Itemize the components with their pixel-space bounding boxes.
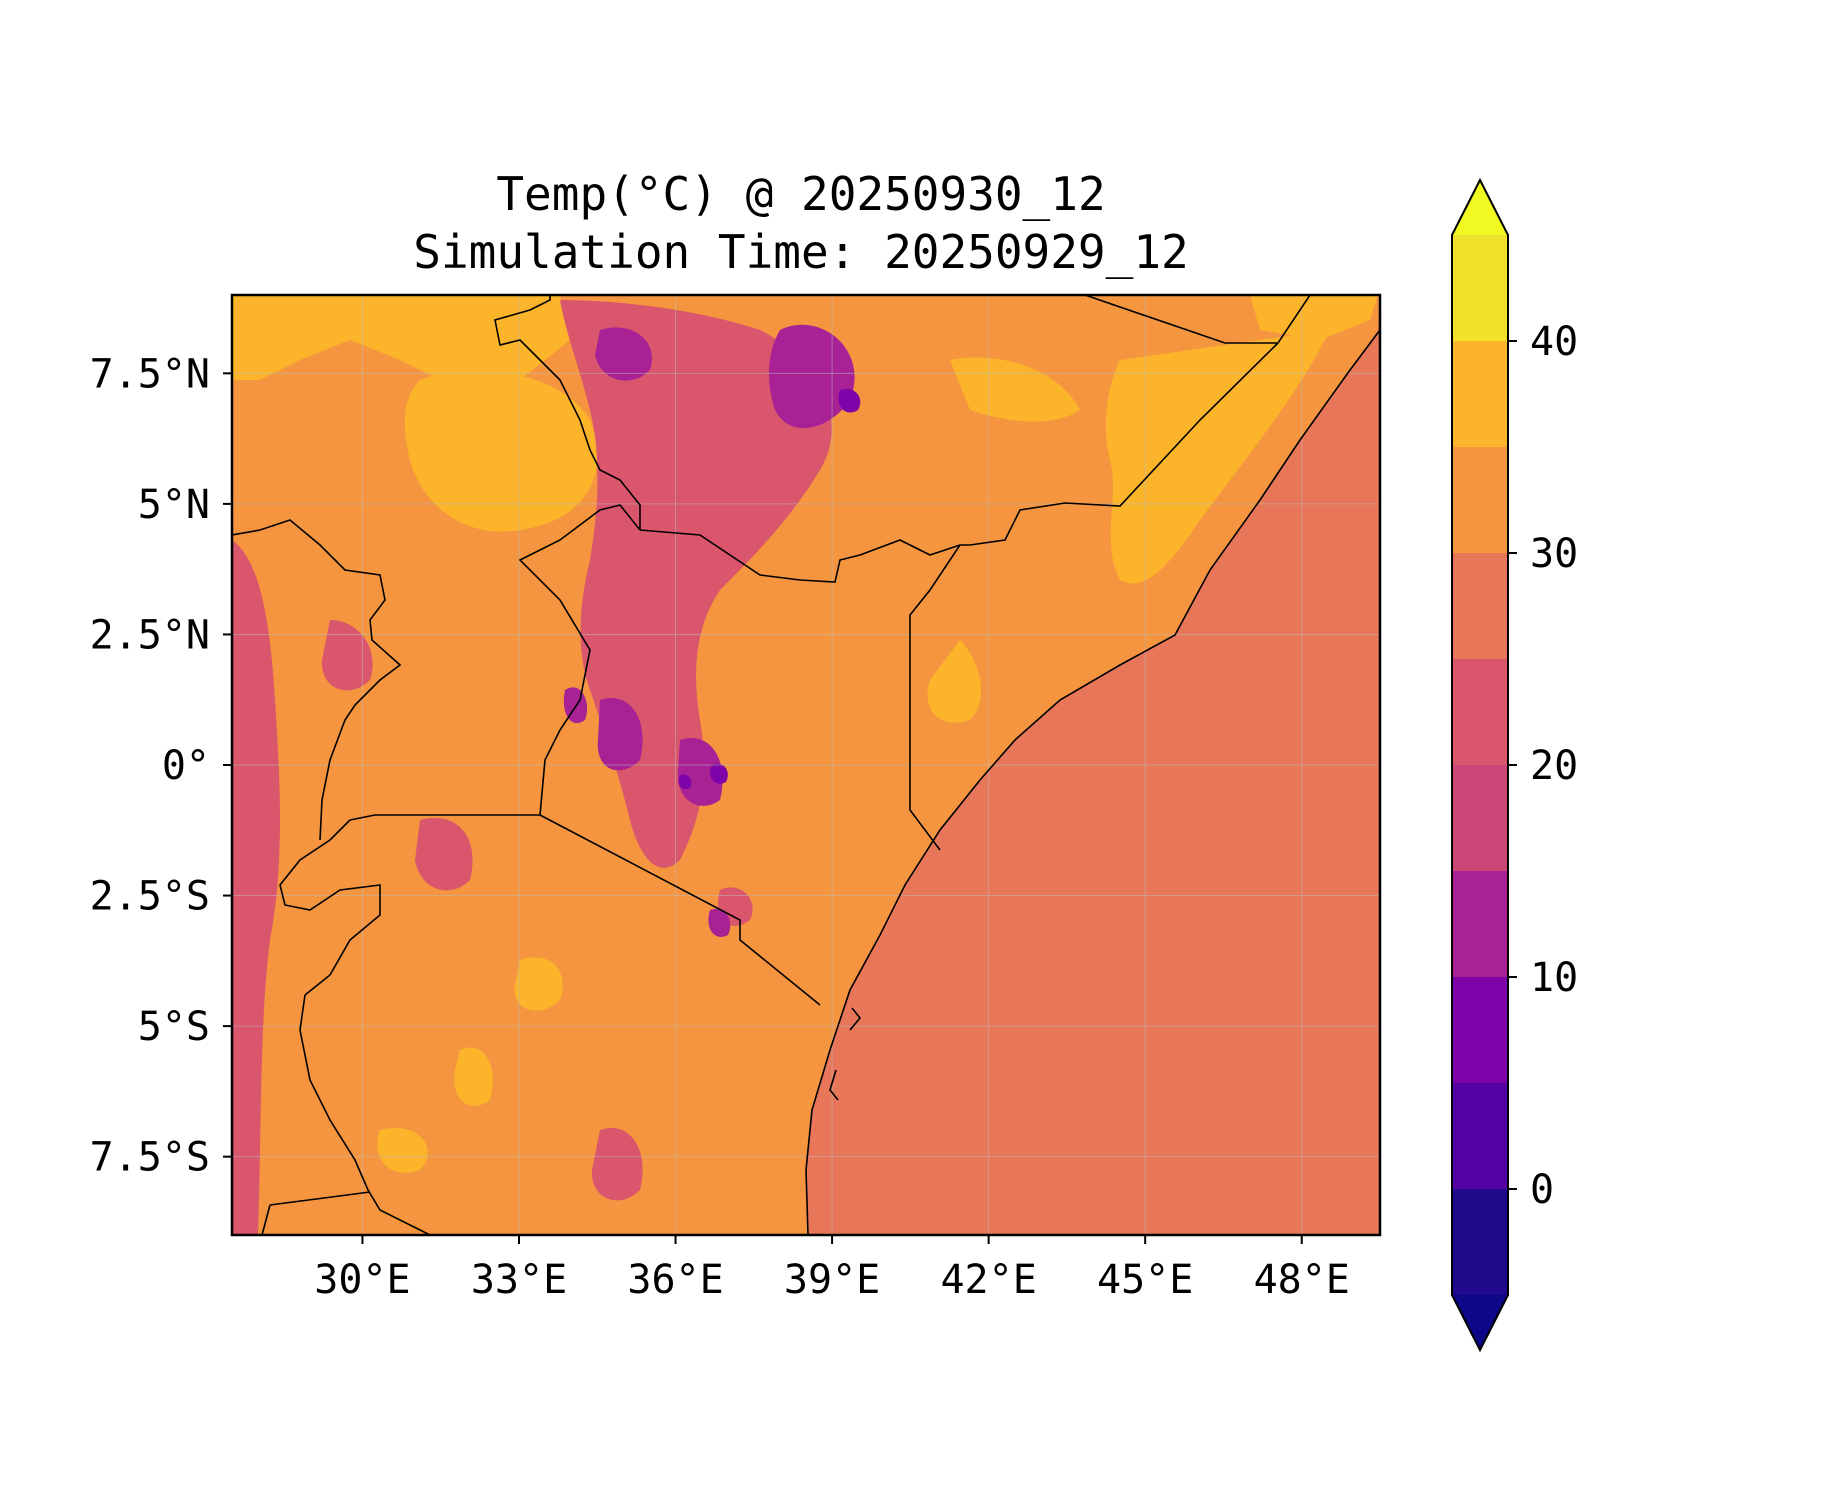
border-kenya-ethiopia [639, 529, 961, 583]
lat-tick-label: 7.5°N [90, 351, 210, 397]
colorbar-tick-labels: 0 10 20 30 40 [1508, 319, 1578, 1213]
border-rwanda-burundi [279, 819, 381, 996]
lat-tick-label: 5°S [138, 1004, 210, 1050]
colorbar-tick-label: 20 [1530, 743, 1578, 789]
border-tanzania-kenya [539, 814, 821, 1006]
colorbar-tick-label: 10 [1530, 955, 1578, 1001]
border-somalia-ethiopia [960, 295, 1311, 546]
colorbar-level [1452, 1189, 1508, 1295]
colorbar-under-arrow [1452, 1295, 1508, 1350]
lon-tick-label: 42°E [940, 1257, 1036, 1303]
colorbar-over-arrow [1452, 180, 1508, 235]
colorbar [1451, 177, 1509, 1353]
border-south-sudan-ethiopia [494, 295, 641, 530]
lat-tick-label: 2.5°S [90, 874, 210, 920]
colorbar-level [1452, 765, 1508, 871]
colorbar-level [1452, 341, 1508, 447]
border-tanzania-west [299, 994, 431, 1235]
lake-outline [829, 1007, 862, 1101]
lon-tick-label: 33°E [471, 1257, 567, 1303]
longitude-tick-labels: 30°E 33°E 36°E 39°E 42°E 45°E 48°E [314, 1235, 1350, 1303]
border-south [261, 1191, 371, 1235]
simulation-time-subtitle: Simulation Time: 20250929_12 [413, 225, 1189, 279]
colorbar-level [1452, 977, 1508, 1083]
lat-tick-label: 5°N [138, 482, 210, 528]
map-area [232, 295, 1380, 1235]
lat-tick-label: 0° [162, 743, 210, 789]
lon-tick-label: 48°E [1254, 1257, 1350, 1303]
lat-tick-label: 2.5°N [90, 612, 210, 658]
colorbar-level [1452, 1083, 1508, 1189]
colorbar-level [1452, 447, 1508, 553]
coastline [805, 329, 1380, 1235]
latitude-tick-labels: 7.5°N 5°N 2.5°N 0° 2.5°S 5°S 7.5°S [90, 351, 232, 1181]
colorbar-level [1452, 659, 1508, 765]
gridlines [232, 295, 1380, 1235]
lon-tick-label: 39°E [784, 1257, 880, 1303]
colorbar-level [1452, 235, 1508, 341]
lon-tick-label: 45°E [1097, 1257, 1193, 1303]
colorbar-outline [1451, 177, 1509, 1353]
lat-tick-label: 7.5°S [90, 1135, 210, 1181]
lon-tick-label: 30°E [314, 1257, 410, 1303]
plot-title: Temp(°C) @ 20250930_12 [496, 167, 1106, 221]
lon-tick-label: 36°E [627, 1257, 723, 1303]
border-kenya-somalia [909, 544, 961, 851]
cold-highland-spots [563, 324, 855, 938]
border-uganda-kenya [518, 504, 641, 816]
cold-peak-spots [678, 388, 861, 790]
border-drc-uganda [232, 519, 402, 841]
colorbar-level [1452, 871, 1508, 977]
country-borders [232, 295, 1380, 1235]
colorbar-level [1452, 553, 1508, 659]
colorbar-tick-label: 0 [1530, 1167, 1554, 1213]
border-uganda-south [349, 814, 540, 821]
colorbar-tick-label: 30 [1530, 531, 1578, 577]
colorbar-tick-label: 40 [1530, 319, 1578, 365]
